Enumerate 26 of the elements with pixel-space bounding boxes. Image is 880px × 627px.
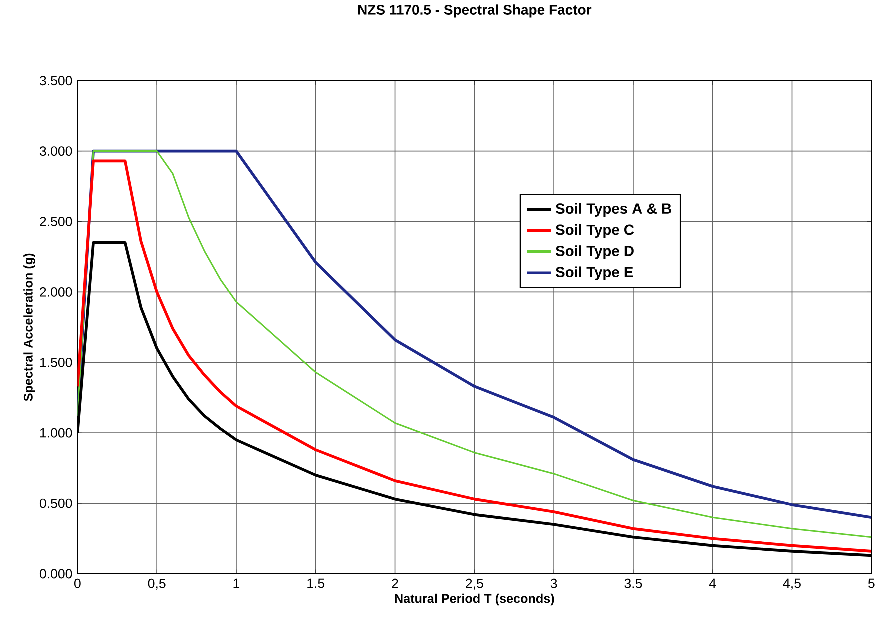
x-tick-label: 4,5	[783, 579, 801, 590]
y-tick-label: 1.500	[40, 358, 72, 368]
x-tick-label: 3.5	[624, 579, 642, 588]
x-tick-label: 1	[234, 579, 240, 588]
y-tick-label: 2.500	[40, 217, 72, 227]
x-axis-title: Natural Period T (seconds)	[395, 594, 554, 606]
legend-label: Soil Types A & B	[556, 203, 672, 218]
x-tick-label: 0	[74, 579, 81, 588]
chart-title: NZS 1170.5 - Spectral Shape Factor	[358, 4, 592, 18]
x-tick-label: 2,5	[466, 579, 484, 590]
legend-label: Soil Type E	[556, 266, 634, 281]
x-tick-label: 3	[550, 579, 558, 588]
y-tick-label: 2.000	[40, 288, 72, 298]
y-tick-label: 3.000	[40, 146, 72, 156]
y-tick-label: 3.500	[40, 76, 72, 86]
y-tick-label: 0.500	[40, 498, 72, 508]
x-tick-label: 5	[868, 579, 875, 588]
legend-label: Soil Type C	[556, 224, 634, 238]
x-tick-label: 4	[709, 579, 716, 588]
x-tick-label: 2	[392, 579, 398, 588]
y-tick-label: 0.000	[40, 569, 72, 579]
y-tick-label: 1.000	[40, 428, 72, 438]
legend-label: Soil Type D	[556, 246, 634, 260]
x-tick-label: 1.5	[308, 579, 325, 588]
x-tick-label: 0,5	[148, 579, 166, 590]
y-axis-title: Spectral Acceleration (g)	[24, 254, 36, 402]
